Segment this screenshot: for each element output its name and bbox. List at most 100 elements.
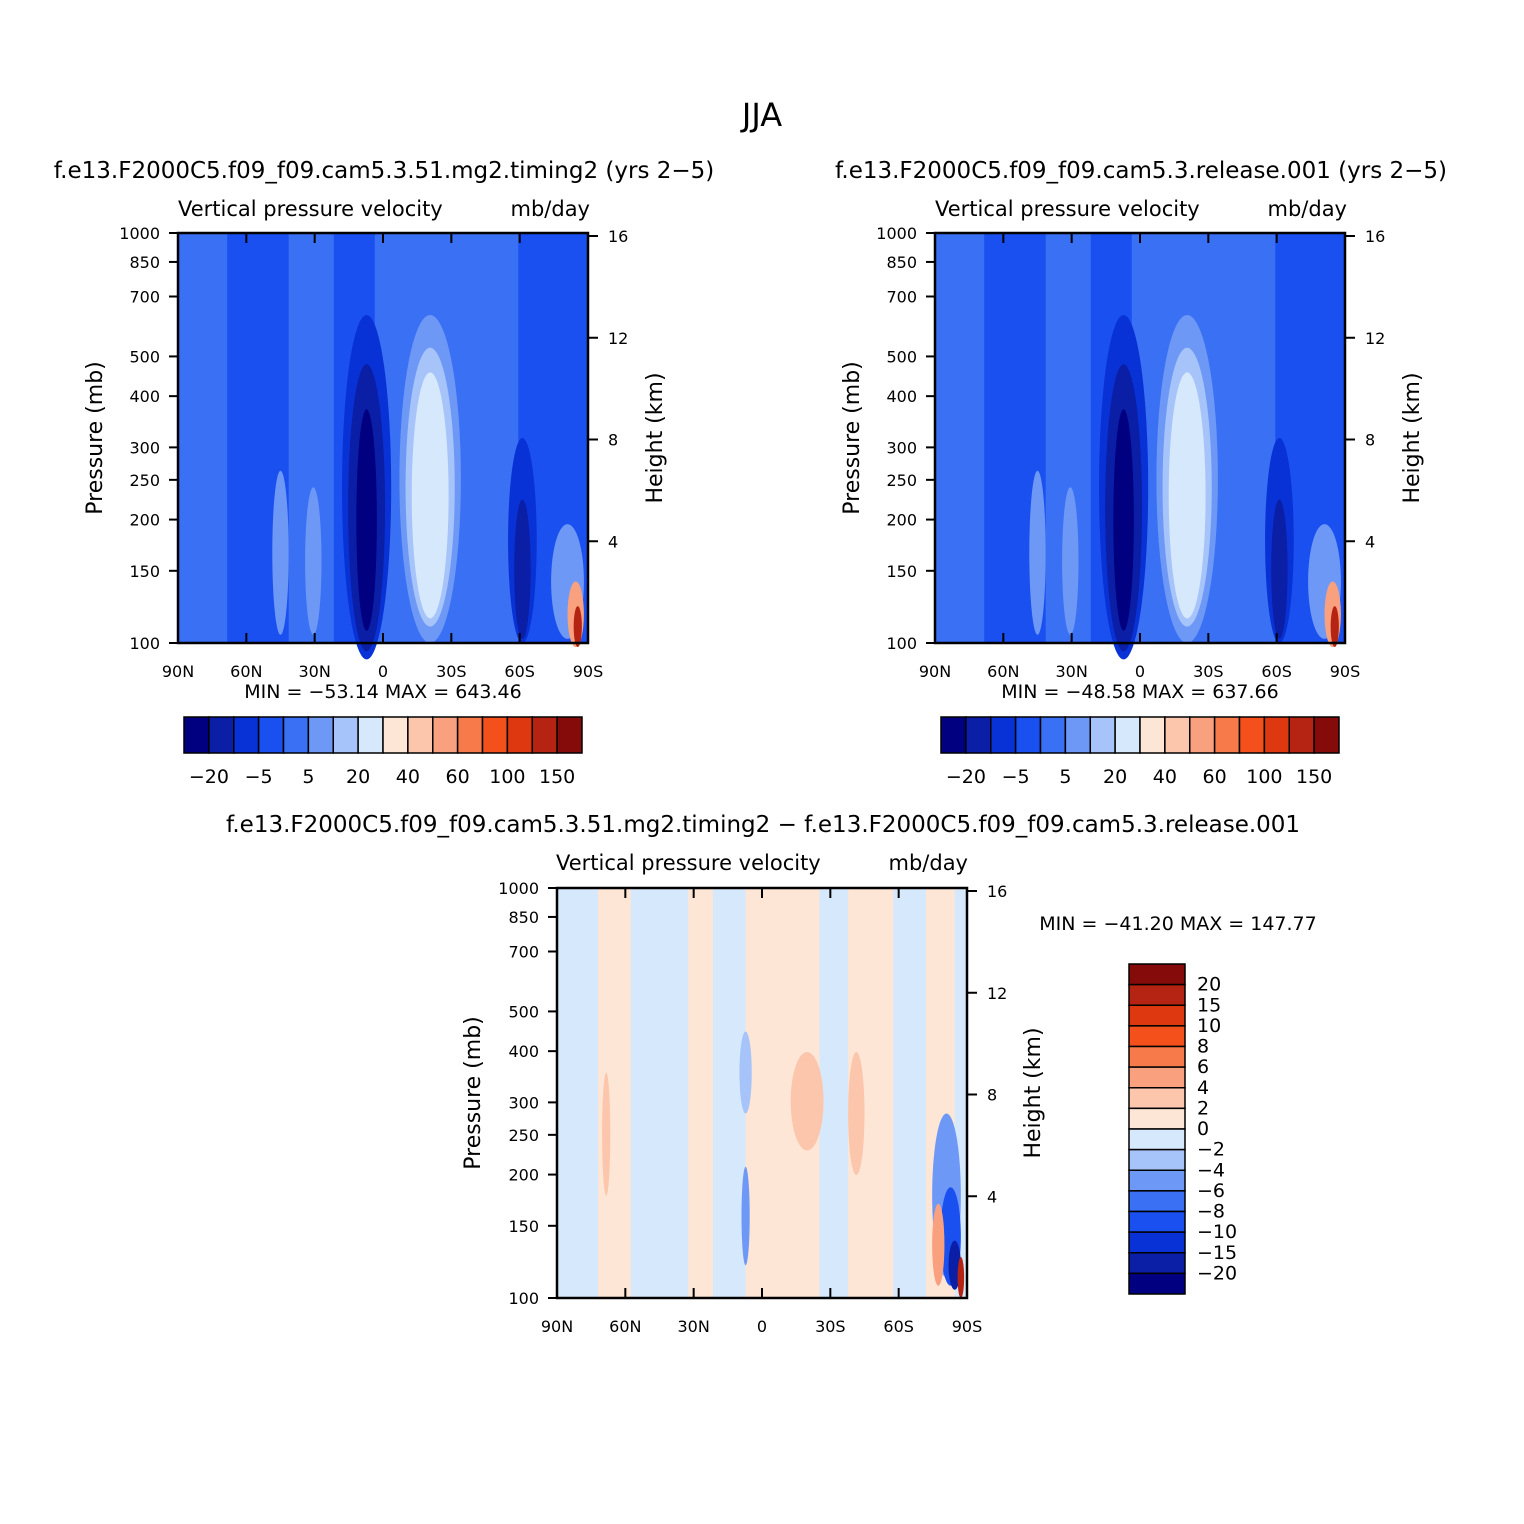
contour-region (305, 487, 322, 635)
contour-region (356, 409, 377, 631)
colorbar-box (1128, 1066, 1186, 1089)
colorbar-box (1189, 716, 1216, 754)
y-axis-label: Pressure (mb) (840, 361, 865, 515)
units-label: mb/day (511, 197, 591, 221)
colorbar: −20 −5 5 20 40 60 100 150 (183, 716, 583, 788)
x-tick-label: 30S (815, 1317, 846, 1336)
x-tick-label: 60S (1261, 662, 1292, 681)
colorbar-box (1128, 1128, 1186, 1151)
y-tick-label: 1000 (498, 879, 539, 898)
y2-axis-label: Height (km) (1021, 1027, 1046, 1158)
contour-region (1029, 470, 1046, 635)
x-tick-label: 30N (678, 1317, 710, 1336)
variable-label: Vertical pressure velocity (178, 197, 443, 221)
x-tick-label: 60S (883, 1317, 914, 1336)
contour-region (1062, 487, 1079, 635)
colorbar-label: −10 (1197, 1221, 1237, 1243)
colorbar-box (432, 716, 459, 754)
units-label: mb/day (1268, 197, 1348, 221)
x-tick-label: 30N (1056, 662, 1088, 681)
y2-tick-label: 4 (1365, 532, 1375, 551)
colorbar-box (1128, 963, 1186, 986)
panel-title: f.e13.F2000C5.f09_f09.cam5.3.release.001… (835, 158, 1447, 184)
axes: 90N 60N 30N 0 30S 60S 90S 100 150 200 250 300 400 500… (876, 224, 1385, 681)
x-tick-label: 90S (573, 662, 604, 681)
colorbar-box (481, 716, 509, 754)
colorbar-box (1238, 716, 1266, 754)
panel-title: f.e13.F2000C5.f09_f09.cam5.3.51.mg2.timi… (54, 158, 715, 184)
colorbar-box (1288, 716, 1315, 754)
y-tick-label: 250 (886, 471, 917, 490)
colorbar-box (965, 716, 992, 754)
y-tick-label: 1000 (119, 224, 160, 243)
colorbar-box (1128, 1272, 1186, 1295)
colorbar-label: 40 (1153, 766, 1177, 788)
colorbar-label: 15 (1197, 994, 1221, 1016)
x-tick-label: 60N (230, 662, 262, 681)
colorbar-box (1128, 1025, 1186, 1048)
colorbar-box (1064, 716, 1091, 754)
colorbar-label: 5 (302, 766, 314, 788)
y-axis-label: Pressure (mb) (461, 1016, 486, 1170)
contour-field (935, 233, 1345, 660)
x-tick-label: 30S (1193, 662, 1224, 681)
y2-axis-label: Height (km) (1400, 372, 1425, 503)
y2-tick-label: 12 (987, 984, 1007, 1003)
contour-region (741, 1166, 750, 1266)
colorbar-box (1014, 716, 1042, 754)
y-tick-label: 400 (508, 1042, 539, 1061)
colorbar-label: 40 (396, 766, 420, 788)
colorbar-box (183, 716, 210, 754)
contour-region (514, 499, 531, 639)
y-tick-label: 500 (886, 347, 917, 366)
y2-tick-label: 16 (987, 882, 1007, 901)
colorbar-box (1128, 1190, 1186, 1213)
x-tick-label: 90N (919, 662, 951, 681)
colorbar-box (1128, 1252, 1186, 1275)
colorbar-label: −20 (946, 766, 986, 788)
colorbar-label: −20 (189, 766, 229, 788)
colorbar-label: 60 (1203, 766, 1227, 788)
colorbar-label: −5 (245, 766, 273, 788)
colorbar-box (940, 716, 967, 754)
y2-tick-label: 16 (1365, 227, 1385, 246)
colorbar-label: 20 (346, 766, 370, 788)
colorbar-box (257, 716, 285, 754)
x-tick-label: 30N (299, 662, 331, 681)
contour-region (272, 470, 289, 635)
x-tick-label: 90S (1330, 662, 1361, 681)
colorbar-box (407, 716, 434, 754)
y2-tick-label: 12 (1365, 329, 1385, 348)
colorbar-box (357, 716, 384, 754)
colorbar-label: 20 (1197, 974, 1221, 996)
colorbar-box (208, 716, 235, 754)
contour-region (790, 1052, 824, 1151)
colorbar-box (282, 716, 310, 754)
colorbar-box (1313, 716, 1340, 754)
variable-label: Vertical pressure velocity (935, 197, 1200, 221)
y-tick-label: 400 (886, 387, 917, 406)
x-tick-label: 60S (504, 662, 535, 681)
colorbar-box (382, 716, 409, 754)
y2-tick-label: 8 (608, 431, 618, 450)
colorbar-box (506, 716, 533, 754)
y-tick-label: 150 (508, 1217, 539, 1236)
colorbar-box (1039, 716, 1067, 754)
colorbar-box (1128, 1210, 1186, 1233)
colorbar-box (1114, 716, 1141, 754)
colorbar-box (531, 716, 558, 754)
colorbar-box (1128, 1107, 1186, 1130)
panel-left: f.e13.F2000C5.f09_f09.cam5.3.51.mg2.timi… (54, 158, 715, 788)
y2-tick-label: 16 (608, 227, 628, 246)
y2-tick-label: 8 (987, 1086, 997, 1105)
y-tick-label: 200 (886, 511, 917, 530)
contour-region (411, 372, 449, 619)
contour-region (1113, 409, 1134, 631)
contour-region (957, 1257, 965, 1298)
colorbar-label: −2 (1197, 1139, 1225, 1161)
contour-region (573, 606, 582, 648)
contour-region (1168, 372, 1206, 619)
colorbar-box (233, 716, 260, 754)
